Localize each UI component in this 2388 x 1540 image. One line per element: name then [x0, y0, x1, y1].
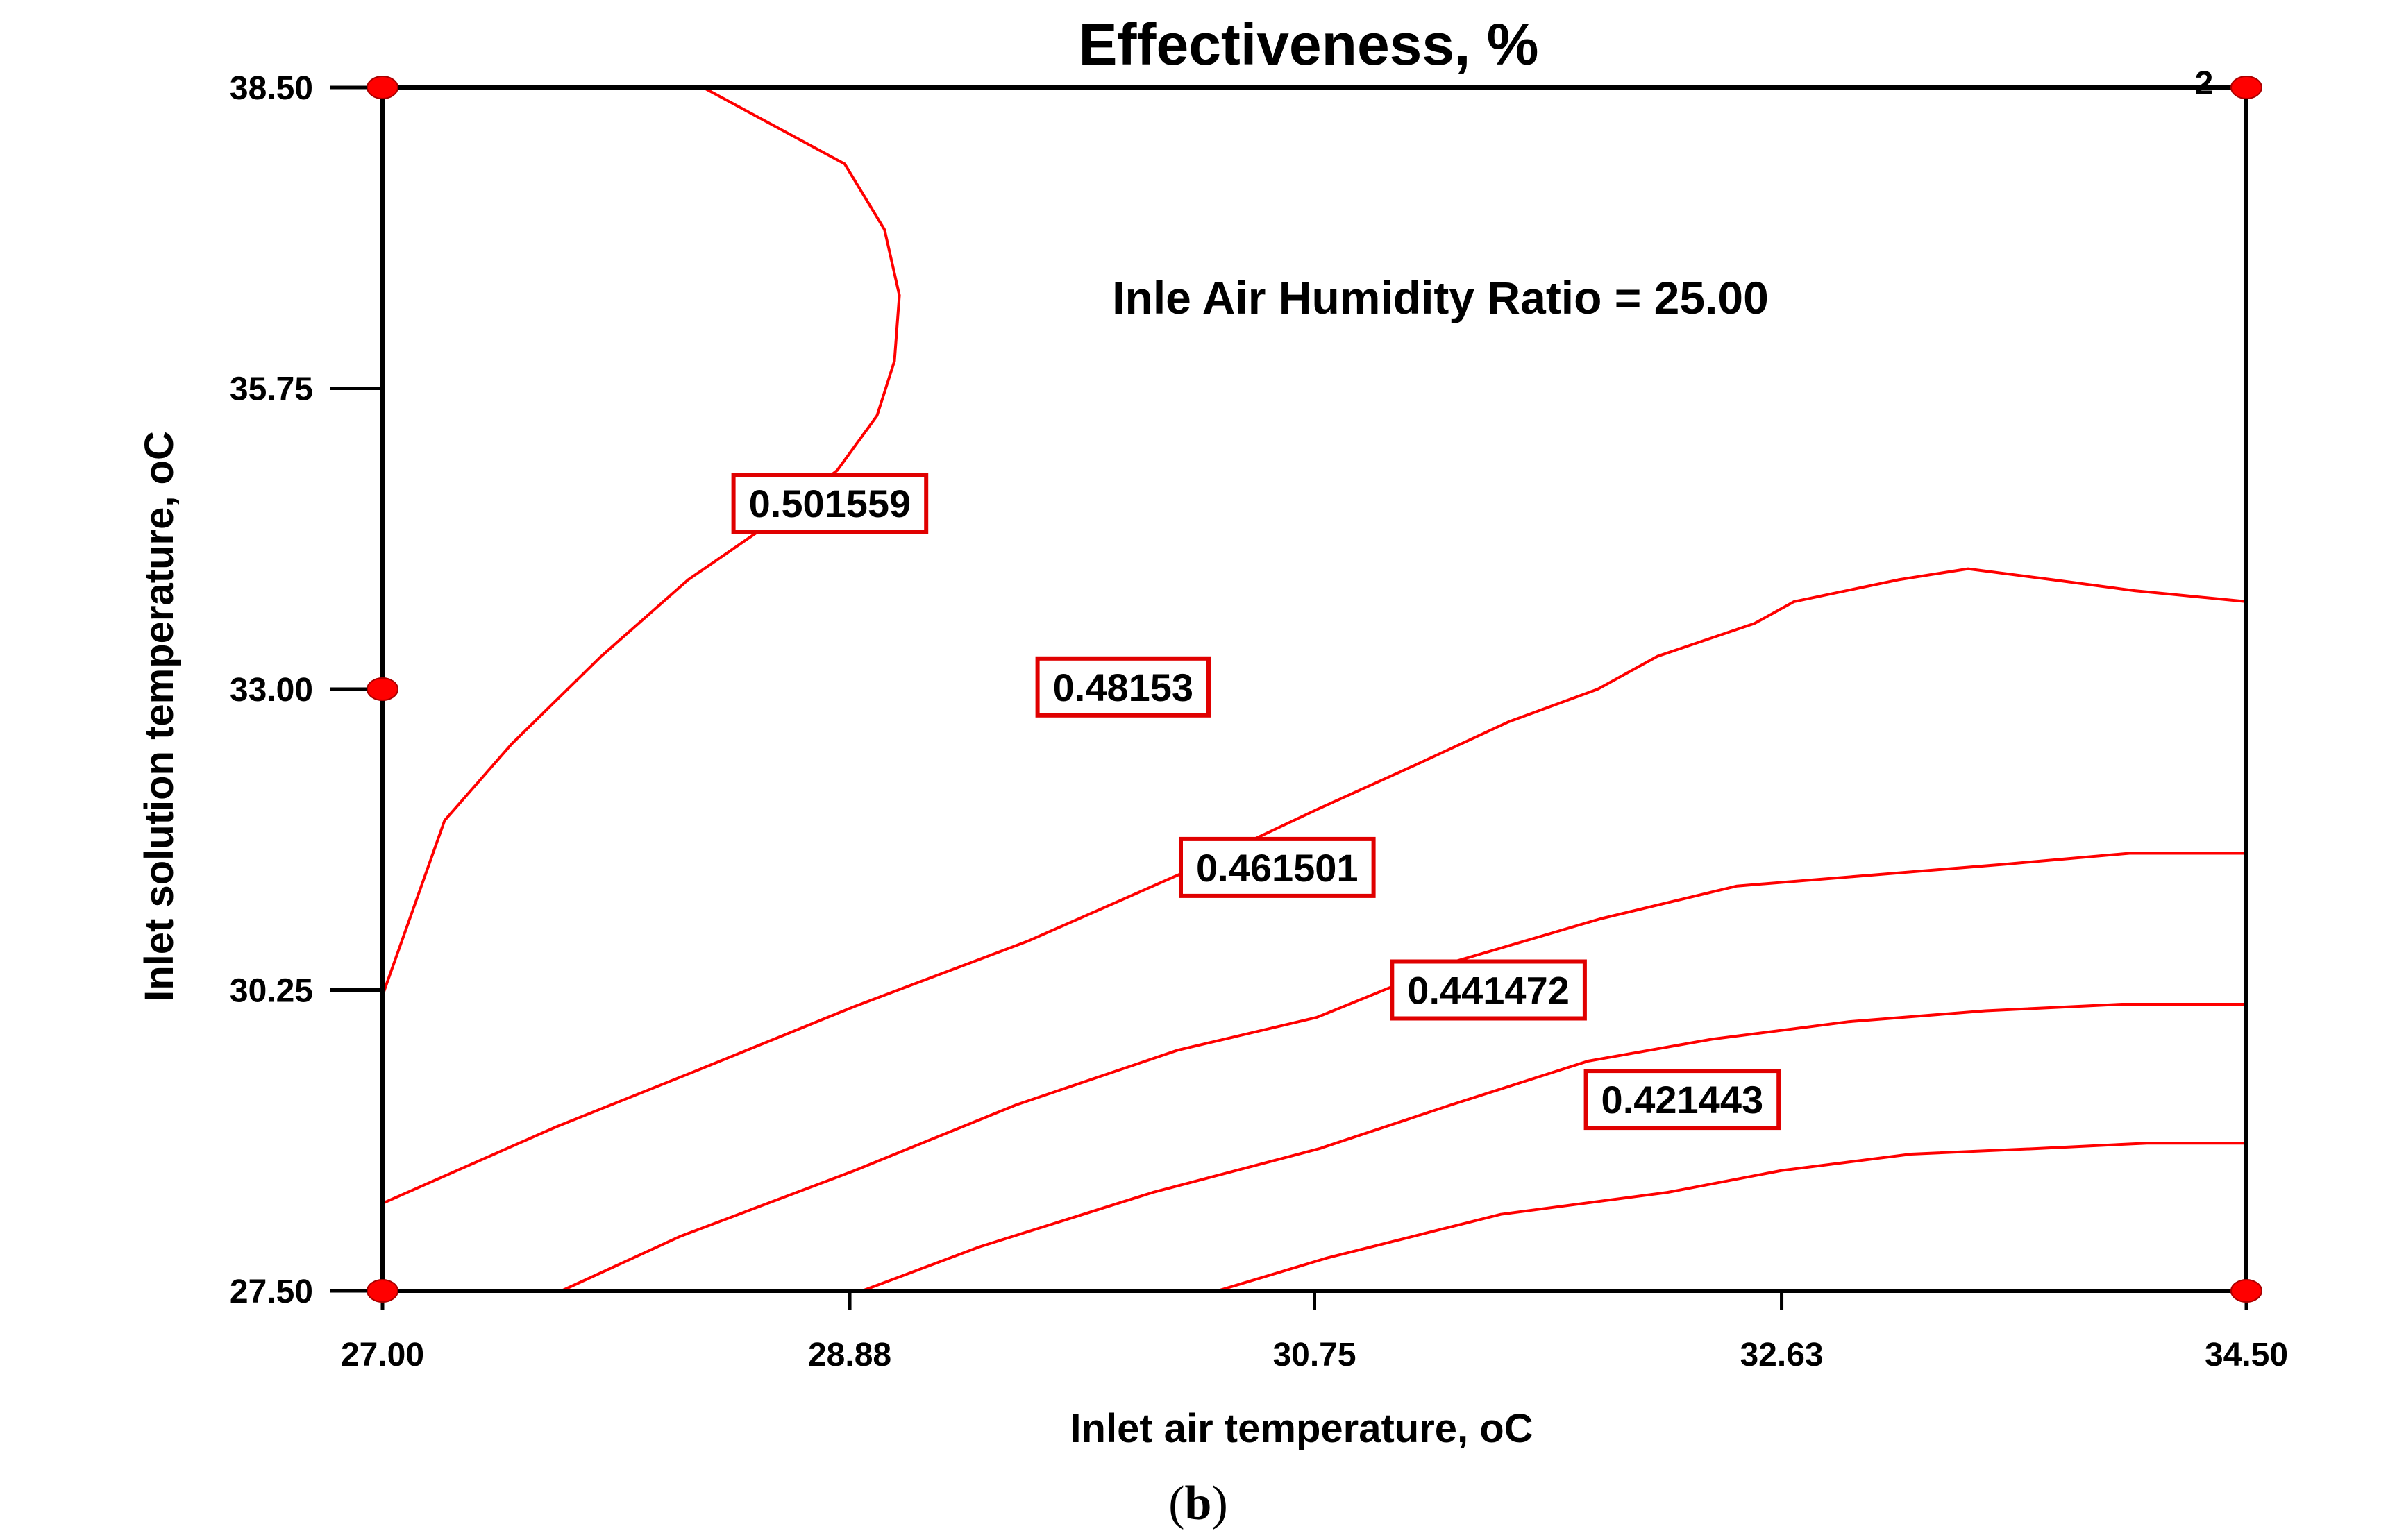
contour-label-text: 0.48153 — [1053, 666, 1193, 709]
y-tick-label: 33.00 — [230, 672, 313, 709]
contour-lines — [381, 86, 2248, 1292]
contour-label-box — [1179, 836, 1376, 898]
y-tick-label: 27.50 — [230, 1274, 313, 1310]
contour-label-text: 0.421443 — [1601, 1078, 1764, 1122]
design-point — [2230, 76, 2262, 99]
x-tick-label: 28.88 — [808, 1337, 891, 1373]
design-point — [367, 677, 398, 701]
contour-label-5: 0.421443 — [1583, 1069, 1781, 1131]
corner-label: 2 — [2195, 65, 2214, 102]
design-points — [367, 76, 2262, 1303]
contour-label-box — [1390, 959, 1587, 1021]
x-tick-label: 30.75 — [1272, 1337, 1356, 1373]
chart-title: Effectiveness, % — [1079, 12, 1539, 77]
caption-close: ) — [1211, 1477, 1227, 1530]
contour-line-4 — [860, 1003, 2248, 1292]
design-point — [367, 76, 398, 99]
design-point — [2230, 1279, 2262, 1303]
x-tick-label: 32.63 — [1740, 1337, 1823, 1373]
figure-caption: (b) — [1168, 1477, 1228, 1530]
y-tick-label: 30.25 — [230, 973, 313, 1010]
contour-label-2: 0.48153 — [1035, 656, 1211, 718]
contour-label-text: 0.501559 — [749, 482, 911, 525]
x-tick-label: 34.50 — [2205, 1337, 2288, 1373]
contour-label-4: 0.441472 — [1390, 959, 1587, 1021]
contour-line-1 — [381, 86, 901, 997]
x-tick-label: 27.00 — [341, 1337, 424, 1373]
contour-label-box — [1035, 656, 1211, 718]
contour-label-1: 0.501559 — [731, 473, 929, 534]
design-point — [367, 1279, 398, 1303]
contour-label-box — [731, 473, 929, 534]
contour-label-3: 0.461501 — [1179, 836, 1376, 898]
contour-label-box — [1583, 1069, 1781, 1131]
y-tick-label: 35.75 — [230, 371, 313, 408]
axis-ticks: 27.00 28.88 30.75 32.63 34.50 27.50 30.25 33.00… — [230, 70, 2288, 1373]
contour-line-5 — [1216, 1142, 2248, 1292]
contour-line-2 — [381, 567, 2248, 1205]
contour-labels: 0.501559 0.48153 0.461501 0.441472 0.421443 — [731, 473, 1781, 1131]
y-tick-label: 38.50 — [230, 70, 313, 107]
humidity-annotation: Inle Air Humidity Ratio = 25.00 — [1112, 272, 1769, 323]
contour-label-text: 0.461501 — [1196, 846, 1359, 890]
plot-frame — [380, 85, 2248, 1293]
contour-line-3 — [560, 852, 2248, 1292]
caption-letter: b — [1185, 1477, 1212, 1530]
contour-label-text: 0.441472 — [1407, 969, 1570, 1013]
caption-open: ( — [1168, 1477, 1184, 1530]
y-axis-label: Inlet solution temperature, oC — [137, 431, 182, 1001]
x-axis-label: Inlet air temperature, oC — [1070, 1406, 1533, 1451]
